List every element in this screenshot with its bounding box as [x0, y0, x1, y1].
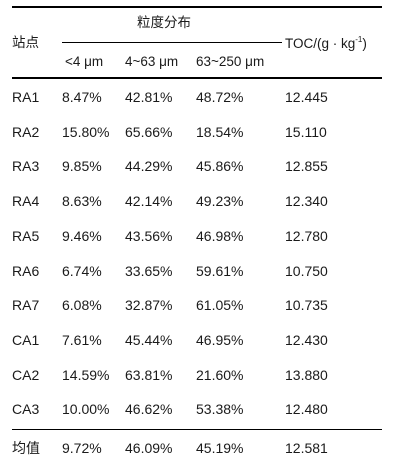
cell-toc: 10.750: [285, 263, 328, 279]
footer-c3: 45.19%: [196, 440, 244, 456]
cell-63-250: 53.38%: [196, 401, 244, 417]
header-grain-size-group: 粒度分布: [137, 15, 191, 30]
cell-lt4: 9.85%: [62, 158, 102, 174]
cell-site: RA3: [12, 158, 40, 174]
header-col-63-250: 63~250 μm: [196, 54, 265, 69]
cell-lt4: 6.08%: [62, 297, 102, 313]
cell-toc: 12.430: [285, 332, 328, 348]
cell-lt4: 8.47%: [62, 89, 102, 105]
footer-c1: 9.72%: [62, 440, 102, 456]
table-top-rule: [12, 6, 382, 8]
cell-site: CA1: [12, 332, 40, 348]
cell-toc: 10.735: [285, 297, 328, 313]
cell-4-63: 42.14%: [125, 193, 173, 209]
cell-toc: 13.880: [285, 367, 328, 383]
cell-63-250: 21.60%: [196, 367, 244, 383]
cell-4-63: 43.56%: [125, 228, 173, 244]
cell-lt4: 6.74%: [62, 263, 102, 279]
cell-4-63: 44.29%: [125, 158, 173, 174]
cell-toc: 15.110: [285, 124, 327, 140]
cell-lt4: 9.46%: [62, 228, 102, 244]
cell-4-63: 33.65%: [125, 263, 173, 279]
cell-4-63: 63.81%: [125, 367, 173, 383]
cell-toc: 12.855: [285, 158, 328, 174]
header-col-4-63: 4~63 μm: [125, 54, 179, 69]
cell-4-63: 65.66%: [125, 124, 173, 140]
cell-63-250: 61.05%: [196, 297, 244, 313]
grain-size-toc-table: 站点 粒度分布 <4 μm 4~63 μm 63~250 μm TOC/(g ·…: [12, 0, 382, 469]
cell-toc: 12.340: [285, 193, 328, 209]
cell-toc: 12.480: [285, 401, 328, 417]
cell-toc: 12.445: [285, 89, 328, 105]
cell-63-250: 18.54%: [196, 124, 244, 140]
cell-63-250: 49.23%: [196, 193, 244, 209]
cell-lt4: 10.00%: [62, 401, 110, 417]
cell-63-250: 59.61%: [196, 263, 244, 279]
footer-label: 均值: [12, 440, 40, 456]
cell-site: CA3: [12, 401, 40, 417]
cell-lt4: 8.63%: [62, 193, 102, 209]
cell-63-250: 48.72%: [196, 89, 244, 105]
cell-toc: 12.780: [285, 228, 328, 244]
cell-lt4: 14.59%: [62, 367, 110, 383]
cell-site: RA2: [12, 124, 40, 140]
cell-63-250: 46.95%: [196, 332, 244, 348]
cell-4-63: 46.62%: [125, 401, 173, 417]
cell-site: RA6: [12, 263, 40, 279]
cell-site: RA5: [12, 228, 40, 244]
cell-lt4: 7.61%: [62, 332, 102, 348]
cell-site: RA7: [12, 297, 40, 313]
cell-63-250: 46.98%: [196, 228, 244, 244]
cell-4-63: 42.81%: [125, 89, 173, 105]
header-col-lt4: <4 μm: [65, 54, 104, 69]
footer-top-rule: [12, 429, 382, 430]
cell-site: RA4: [12, 193, 40, 209]
cell-4-63: 32.87%: [125, 297, 173, 313]
cell-site: CA2: [12, 367, 40, 383]
cell-lt4: 15.80%: [62, 124, 110, 140]
header-bottom-rule: [12, 77, 382, 79]
header-toc: TOC/(g · kg-1): [285, 35, 367, 52]
cell-site: RA1: [12, 89, 40, 105]
cell-63-250: 45.86%: [196, 158, 244, 174]
cell-4-63: 45.44%: [125, 332, 173, 348]
group-header-rule: [62, 42, 282, 43]
footer-toc: 12.581: [285, 440, 328, 456]
footer-c2: 46.09%: [125, 440, 173, 456]
header-site: 站点: [12, 35, 39, 50]
